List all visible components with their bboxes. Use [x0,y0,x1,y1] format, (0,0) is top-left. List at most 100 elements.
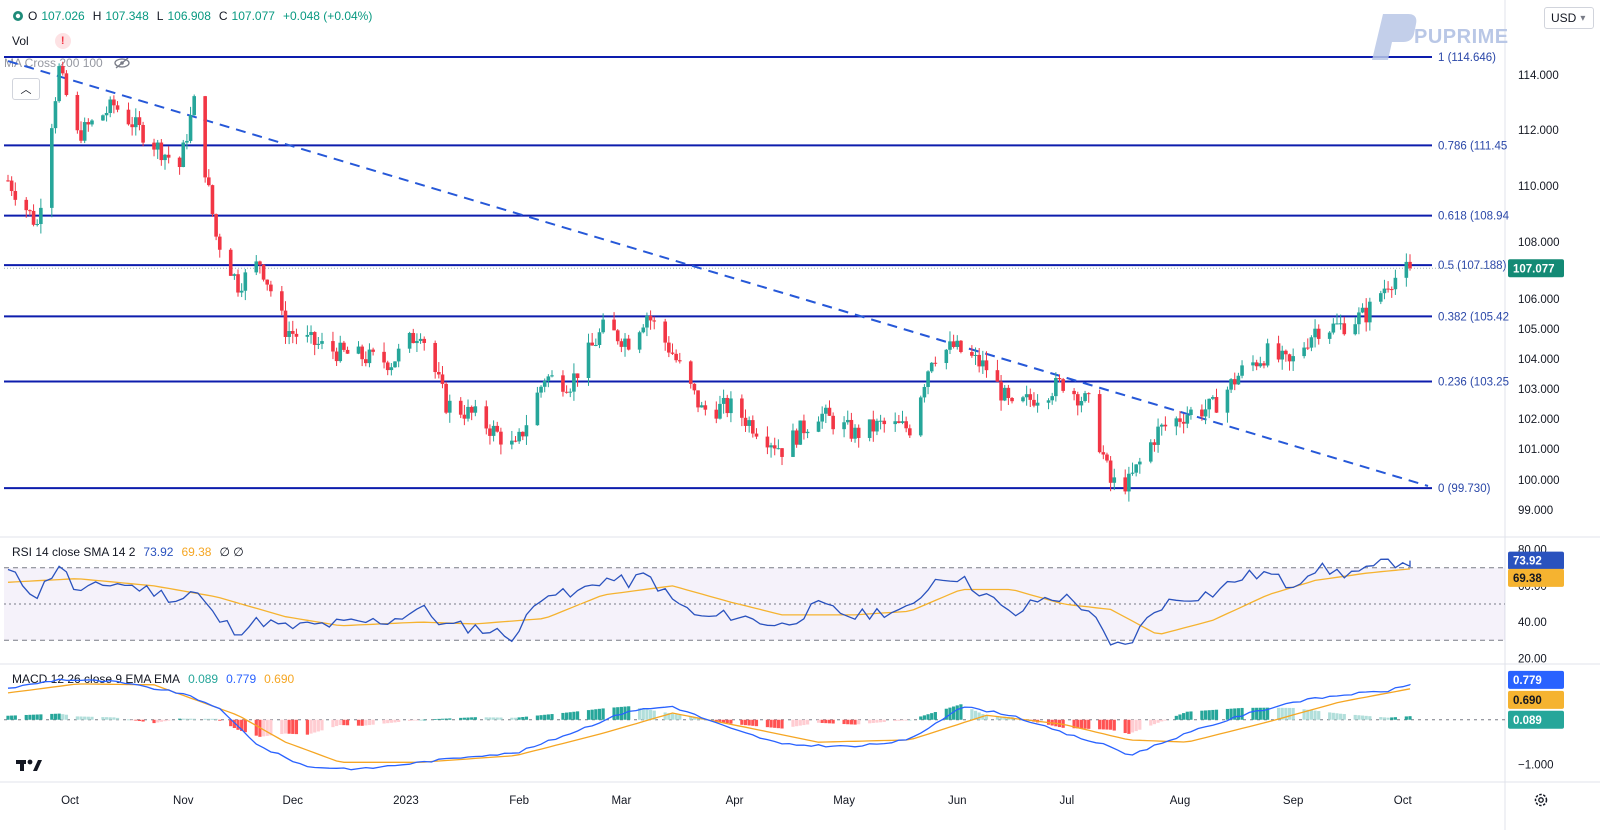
macd-hist-bar [984,715,989,720]
warning-icon[interactable]: ! [54,33,71,49]
macd-hist-bar [1182,713,1186,720]
macd-hist-bar [1328,712,1332,720]
macd-hist-bar [973,710,978,720]
candle-body [82,122,87,141]
candle-body [641,327,646,333]
macd-hist-bar [484,717,488,720]
candle-body [670,352,675,354]
macd-hist-bar [57,713,61,720]
fib-level-label: 0.786 (111.45 [1438,140,1507,152]
candle-body [845,419,850,423]
macd-hist-bar [101,717,105,720]
macd-signal-value: 0.690 [264,672,295,686]
candle-body [1313,328,1317,338]
candle-body [1276,343,1281,360]
candle-body [141,124,145,143]
macd-hist-bar [805,719,810,725]
macd-hist-bar [995,716,1000,720]
macd-hist-bar [970,709,974,720]
chevron-up-icon: ︿ [20,84,32,96]
macd-hist-bar [411,719,415,721]
candle-body [130,124,134,128]
rsi-tick-label: 20.00 [1518,653,1547,665]
candle-body [1236,375,1241,385]
candle-body [1075,394,1080,406]
candle-body [564,391,569,393]
trendline[interactable] [7,60,1429,487]
candle-body [294,333,299,337]
rsi-legend: RSI 14 close SMA 14 2 73.92 69.38 ∅ ∅ [12,545,244,559]
macd-hist-bar [802,719,806,726]
settings-gear-icon[interactable] [1534,793,1548,807]
candle-body [871,419,876,432]
rsi-sma-line [7,568,1411,635]
candle-body [188,115,193,141]
macd-hist-value: 0.089 [188,672,219,686]
candle-body [674,353,678,361]
chevron-down-icon: ▾ [1580,12,1586,24]
open-value: 107.026 [41,9,85,23]
macd-hist-bar [1079,719,1084,729]
vol-legend[interactable]: Vol ! [12,33,71,49]
macd-hist-bar [342,719,346,726]
candle-body [280,291,284,311]
macd-hist-bar [31,714,36,720]
candle-body [1174,418,1179,427]
candle-body [893,421,898,425]
macd-hist-bar [550,714,554,720]
macd-hist-bar [440,718,445,720]
candle-body [999,381,1003,401]
low-label: L [156,9,164,23]
candle-body [1360,307,1365,313]
macd-hist-bar [203,718,207,720]
candle-body [626,338,631,350]
candle-body [1331,323,1336,333]
hidden-eye-icon[interactable] [113,57,131,69]
macd-hist-bar [1280,707,1284,720]
macd-hist-bar [670,713,675,720]
macd-hist-bar [1101,719,1105,730]
currency-selector[interactable]: USD ▾ [1544,7,1594,29]
macd-hist-bar [79,716,83,720]
macd-hist-bar [1240,707,1244,720]
collapse-legend-button[interactable]: ︿ [12,78,40,100]
candle-body [718,403,722,419]
candle-body [396,348,401,362]
candle-body [751,420,755,434]
macd-hist-bar [1342,714,1346,720]
candle-body [776,448,781,450]
candle-body [520,431,525,437]
macd-hist-bar [922,715,927,720]
macd-hist-bar [572,711,576,720]
candle-body [1010,397,1014,402]
svg-text:0.089: 0.089 [1513,715,1542,727]
candle-body [1101,452,1106,455]
candle-body [1185,415,1190,424]
svg-text:107.077: 107.077 [1513,263,1555,275]
macd-hist-bar [1087,719,1091,729]
macd-hist-bar [765,719,770,728]
macd-hist-bar [1225,708,1230,720]
candle-body [389,367,394,371]
macd-hist-bar [418,719,423,721]
candle-body [126,109,131,125]
macd-hist-bar [389,719,393,723]
candle-body [382,351,386,363]
macd-hist-bar [240,719,244,732]
macd-hist-bar [776,719,780,729]
candle-body [24,199,29,211]
macd-hist-bar [192,718,196,720]
candle-body [422,338,427,343]
candle-body [959,340,963,353]
candle-body [243,272,248,291]
candle-body [1138,461,1142,465]
currency-label: USD [1551,11,1577,25]
macd-hist-bar [513,717,518,720]
macd-hist-bar [53,713,58,720]
candle-body [867,419,872,438]
tradingview-logo-icon[interactable] [16,759,42,771]
macd-hist-bar [459,717,463,720]
macd-hist-bar [959,704,963,720]
candle-body [831,415,835,430]
